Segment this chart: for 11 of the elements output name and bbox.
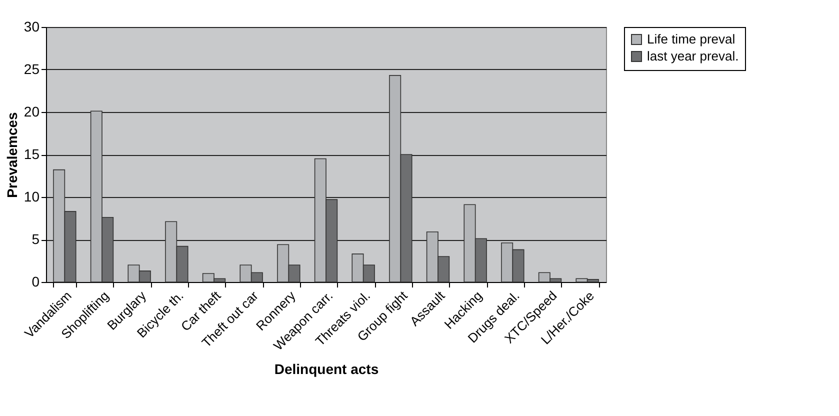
- y-tick-label: 30: [24, 18, 40, 34]
- y-tick-label: 25: [24, 61, 40, 77]
- y-tick-label: 15: [24, 146, 40, 162]
- x-axis-title: Delinquent acts: [274, 361, 379, 378]
- legend-label: last year preval.: [647, 48, 739, 64]
- legend-label: Life time preval: [647, 32, 736, 46]
- y-tick-label: 5: [32, 231, 40, 247]
- y-tick-label: 0: [32, 274, 40, 290]
- y-axis-title: Prevalemces: [4, 112, 20, 198]
- y-tick-label: 10: [24, 188, 40, 204]
- y-tick-label: 20: [24, 104, 40, 120]
